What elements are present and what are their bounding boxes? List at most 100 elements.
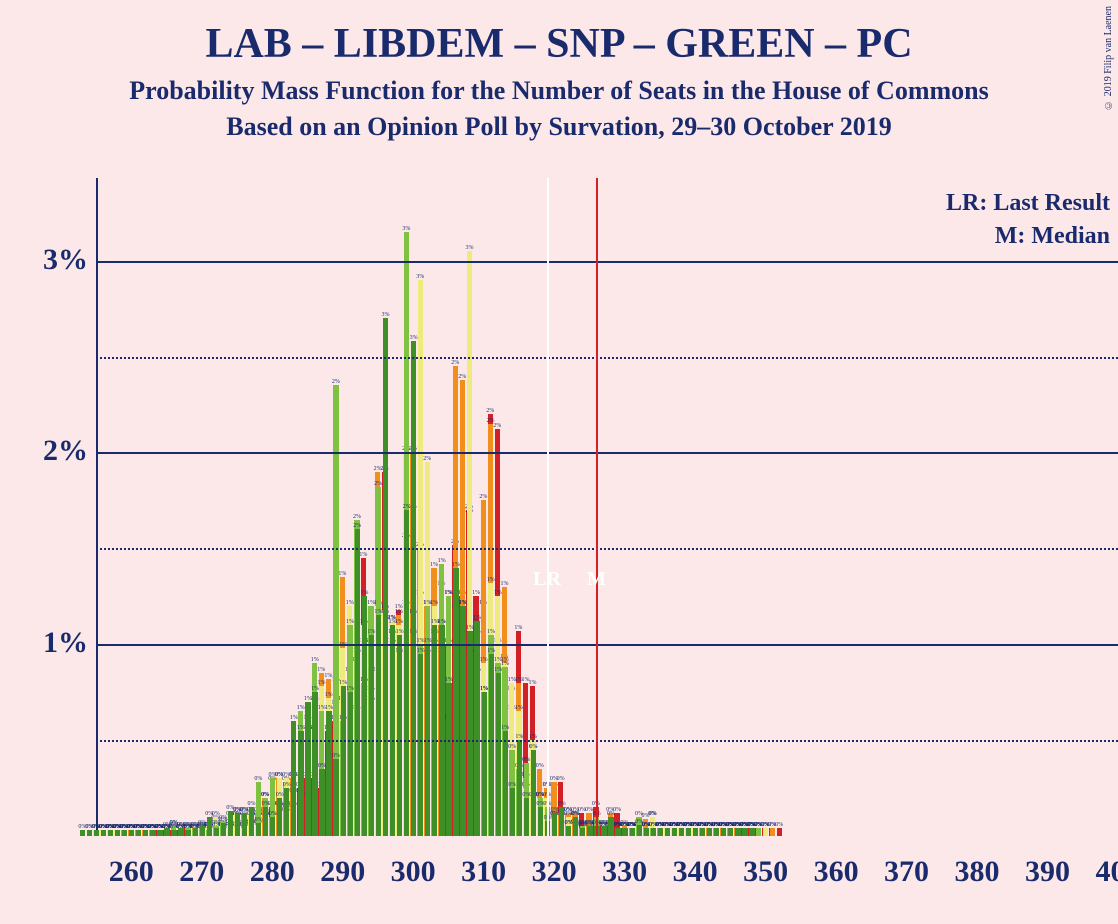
bar-value-label: 2% [423,456,431,462]
bar-value-label: 0% [572,811,580,817]
bar-value-label: 1% [438,619,446,625]
gridline-minor [96,548,1118,550]
gridline-major [96,261,1118,263]
x-tick-label: 260 [109,855,154,889]
bar: 2% [404,510,409,836]
bar-value-label: 1% [360,590,368,596]
bar: 0% [143,830,148,836]
bar: 0% [129,830,134,836]
bar-value-label: 0% [522,757,530,763]
bar: 2% [355,529,360,836]
bar: 0% [164,828,169,836]
x-tick-label: 350 [743,855,788,889]
bar: 0% [580,828,585,836]
bar: 0% [672,828,677,836]
bar: 0% [566,826,571,836]
bar: 1% [496,673,501,836]
bar: 1% [390,625,395,836]
bar-value-label: 0% [283,782,291,788]
bar-value-label: 0% [212,822,220,828]
bar: 0% [171,830,176,836]
bar-value-label: 3% [410,335,418,341]
bar-value-label: 1% [346,600,354,606]
bar: 1% [369,635,374,836]
bars-layer: 0%0%0%0%0%0%0%0%0%0%0%0%0%0%0%0%0%0%0%0%… [96,184,1118,836]
bar: 0% [94,830,99,836]
x-tick-label: 300 [391,855,436,889]
bar-value-label: 3% [402,226,410,232]
bar-value-label: 1% [389,619,397,625]
x-tick-label: 400 [1096,855,1118,889]
y-tick-label: 3% [8,243,88,277]
bar-value-label: 1% [480,686,488,692]
bar-value-label: 0% [248,801,256,807]
bar-value-label: 1% [466,625,474,631]
bar-value-label: 0% [254,776,262,782]
bar-value-label: 0% [565,820,573,826]
x-tick-label: 290 [320,855,365,889]
bar: 1% [291,721,296,836]
bar-value-label: 1% [445,590,453,596]
bar: 0% [763,828,768,836]
bar: 1% [517,740,522,836]
x-tick-label: 270 [179,855,224,889]
bar-value-label: 1% [359,552,367,558]
bar: 0% [178,828,183,836]
bar-value-label: 1% [367,629,375,635]
bar: 0% [700,828,705,836]
bar: 0% [87,830,92,836]
bar: 1% [432,625,437,836]
bar-value-label: 1% [494,590,502,596]
bar-value-label: 1% [528,680,536,686]
bar-value-label: 0% [255,817,263,823]
bar: 0% [185,830,190,836]
reference-line [596,178,598,836]
bar-value-label: 2% [479,494,487,500]
bar: 1% [467,631,472,836]
bar-value-label: 1% [459,600,467,606]
bar: 1% [298,731,303,836]
bar: 1% [376,615,381,836]
x-tick-label: 330 [602,855,647,889]
bar: 1% [489,654,494,836]
bar-value-label: 1% [501,725,509,731]
x-tick-label: 390 [1025,855,1070,889]
bar-value-label: 1% [514,625,522,631]
bar-value-label: 0% [318,763,326,769]
bar-value-label: 1% [480,657,488,663]
bar: 0% [749,828,754,836]
bar-value-label: 2% [353,523,361,529]
bar-value-label: 1% [311,686,319,692]
bar-value-label: 1% [452,562,460,568]
gridline-minor [96,740,1118,742]
gridline-minor [96,357,1118,359]
bar: 0% [333,759,338,836]
bar-value-label: 0% [262,801,270,807]
bar-value-label: 1% [487,648,495,654]
title-block: LAB – LIBDEM – SNP – GREEN – PC Probabil… [0,0,1118,142]
bar-value-label: 0% [536,763,544,769]
bar: 1% [439,625,444,836]
bar: 0% [587,826,592,836]
bar: 0% [538,807,543,836]
bar: 0% [714,828,719,836]
bar: 0% [510,788,515,836]
x-tick-label: 360 [814,855,859,889]
bar: 0% [319,769,324,836]
bar-value-label: 2% [451,360,459,366]
bar-value-label: 1% [338,571,346,577]
bar-value-label: 1% [297,705,305,711]
bar-value-label: 2% [486,408,494,414]
bar-value-label: 1% [494,667,502,673]
bar: 3% [411,341,416,836]
x-tick-label: 310 [461,855,506,889]
bar: 0% [728,828,733,836]
bar: 0% [644,828,649,836]
bar-value-label: 1% [438,558,446,564]
bar: 0% [622,828,627,836]
bar: 0% [115,830,120,836]
bar-value-label: 1% [346,619,354,625]
bar: 1% [446,683,451,836]
bar: 1% [312,692,317,836]
bar: 0% [256,823,261,836]
